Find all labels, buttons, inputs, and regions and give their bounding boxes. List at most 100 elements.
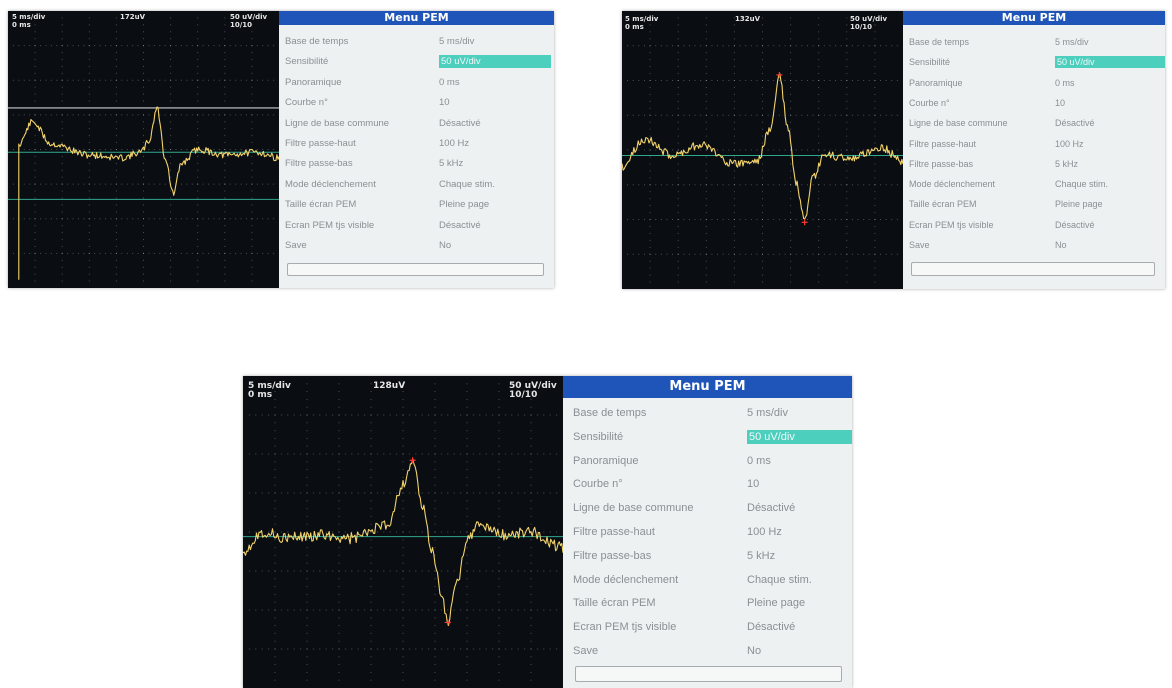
menu-item[interactable]: Base de temps 5 ms/div [903,36,1165,49]
menu-item-value: 10 [747,478,760,491]
menu-item[interactable]: Sensibilité 50 uV/div [563,429,852,445]
menu-item[interactable]: Courbe n° 10 [903,97,1165,110]
menu-item-value: 5 kHz [1055,158,1079,169]
menu-item-label: Mode déclenchement [909,179,996,190]
menu-item[interactable]: Taille écran PEM Pleine page [563,596,852,611]
menu-item[interactable]: Filtre passe-bas 5 kHz [903,158,1165,171]
menu-item[interactable]: Ecran PEM tjs visible Désactivé [279,219,554,233]
menu-item-label: Filtre passe-bas [285,158,353,170]
pem-screen-3: 5 ms/div 0 ms 128uV 50 uV/div 10/10 Menu… [243,376,852,688]
menu-pem-panel: Menu PEM Base de temps 5 ms/div Sensibilit… [279,11,554,288]
menu-item[interactable]: Panoramique 0 ms [563,454,852,469]
menu-item-label: Save [909,240,930,250]
menu-item[interactable]: Sensibilité 50 uV/div [279,55,554,69]
offset-readout: 0 ms [625,23,644,31]
menu-item-value: Désactivé [747,502,796,515]
menu-item[interactable]: Panoramique 0 ms [279,76,554,90]
menu-item[interactable]: Save No [563,644,852,659]
menu-item-label: Base de temps [285,36,349,47]
menu-item-value: 100 Hz [747,526,782,538]
sweep-count: 10/10 [509,390,538,400]
menu-item-label: Sensibilité [573,430,624,443]
amplitude-readout: 172uV [120,13,146,21]
menu-item[interactable]: Mode déclenchement Chaque stim. [903,178,1165,191]
menu-item-label: Ecran PEM tjs visible [909,219,994,230]
menu-item[interactable]: Filtre passe-bas 5 kHz [563,549,852,564]
menu-item[interactable]: Panoramique 0 ms [903,77,1165,90]
menu-item[interactable]: Filtre passe-haut 100 Hz [563,525,852,540]
peak-marker [776,71,783,78]
menu-item-label: Ligne de base commune [285,117,390,129]
evoked-potential-trace [18,106,279,280]
menu-item[interactable]: Mode déclenchement Chaque stim. [563,573,852,588]
menu-item[interactable]: Base de temps 5 ms/div [563,406,852,421]
menu-item-label: Base de temps [909,37,970,47]
menu-title: Menu PEM [279,11,554,25]
menu-item-label: Panoramique [909,77,963,88]
menu-item[interactable]: Sensibilité 50 uV/div [903,56,1165,69]
menu-item-label: Ecran PEM tjs visible [285,219,375,231]
menu-item[interactable]: Save No [903,239,1165,252]
menu-item-value-selected: 50 uV/div [439,55,551,69]
menu-item-value: 10 [439,97,450,109]
menu-item[interactable]: Filtre passe-haut 100 Hz [903,138,1165,151]
menu-item[interactable]: Taille écran PEM Pleine page [903,198,1165,211]
menu-item[interactable]: Save No [279,239,554,253]
menu-item[interactable]: Ligne de base commune Désactivé [279,117,554,131]
menu-item-label: Sensibilité [909,57,951,68]
sweep-count: 10/10 [230,21,253,29]
menu-item-value: 10 [1055,97,1066,108]
menu-item-label: Ecran PEM tjs visible [573,621,677,634]
menu-pem-panel: Menu PEM Base de temps 5 ms/div Sensibilit… [563,376,852,688]
menu-title: Menu PEM [903,11,1165,25]
menu-title: Menu PEM [563,376,852,398]
menu-item[interactable]: Ligne de base commune Désactivé [903,117,1165,130]
menu-item[interactable]: Taille écran PEM Pleine page [279,198,554,212]
menu-item[interactable]: Base de temps 5 ms/div [279,35,554,49]
sensitivity-readout: 50 uV/div [230,13,268,21]
amplitude-readout: 128uV [373,381,406,391]
trace-plot [622,17,903,283]
menu-item[interactable]: Courbe n° 10 [563,477,852,492]
save-input-box[interactable] [287,263,544,276]
menu-pem-panel: Menu PEM Base de temps 5 ms/div Sensibilit… [903,11,1165,289]
oscilloscope-panel: 5 ms/div 0 ms 172uV 50 uV/div 10/10 [8,11,279,288]
pem-screen-2: 5 ms/div 0 ms 132uV 50 uV/div 10/10 Menu… [622,11,1165,289]
menu-item[interactable]: Mode déclenchement Chaque stim. [279,178,554,192]
menu-item-value: 100 Hz [1055,138,1084,149]
menu-item[interactable]: Filtre passe-haut 100 Hz [279,137,554,151]
evoked-potential-trace [243,458,563,627]
sweep-count: 10/10 [850,23,873,31]
menu-item-value: Chaque stim. [1055,179,1109,190]
menu-item-label: Mode déclenchement [573,573,679,586]
menu-item-label: Ligne de base commune [909,118,1008,129]
menu-item-value: No [1055,240,1067,250]
menu-item-label: Taille écran PEM [573,597,656,610]
menu-item-label: Panoramique [285,76,342,88]
menu-item-label: Filtre passe-haut [285,138,356,149]
menu-item-value-selected: 50 uV/div [747,429,852,444]
menu-item-value: 0 ms [439,76,460,88]
menu-item[interactable]: Ecran PEM tjs visible Désactivé [903,219,1165,232]
save-input-box[interactable] [911,262,1155,276]
menu-item-value: No [439,240,452,251]
grid-dots [627,17,898,283]
menu-item-label: Taille écran PEM [285,199,357,211]
menu-item[interactable]: Filtre passe-bas 5 kHz [279,157,554,171]
pem-screen-1: 5 ms/div 0 ms 172uV 50 uV/div 10/10 Menu… [8,11,554,288]
menu-item-label: Courbe n° [573,478,623,491]
menu-item-value: 0 ms [747,454,771,467]
menu-item-value: 5 kHz [747,549,776,562]
menu-item[interactable]: Courbe n° 10 [279,96,554,110]
menu-item[interactable]: Ecran PEM tjs visible Désactivé [563,620,852,635]
menu-item-value: Chaque stim. [747,573,812,586]
menu-item-value: Désactivé [1055,219,1095,230]
menu-item-value: Chaque stim. [439,178,495,190]
menu-item-label: Courbe n° [285,97,328,109]
offset-readout: 0 ms [248,390,273,400]
evoked-potential-trace [622,73,903,220]
menu-item-value: No [747,645,762,657]
save-input-box[interactable] [575,666,842,682]
menu-item[interactable]: Ligne de base commune Désactivé [563,501,852,516]
menu-item-value: 5 kHz [439,158,464,170]
